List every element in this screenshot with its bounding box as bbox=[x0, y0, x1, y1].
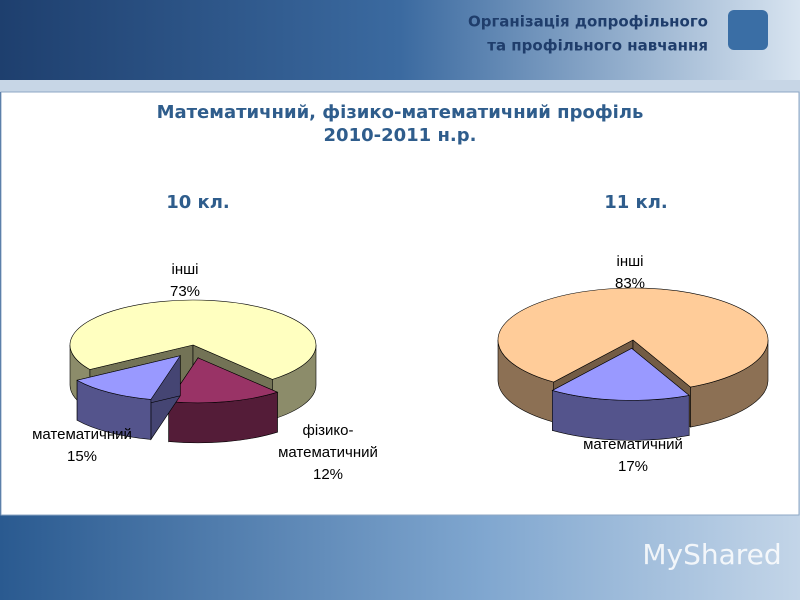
slice-top bbox=[551, 348, 690, 401]
slice-label-line: математичний bbox=[278, 444, 378, 461]
slice-label: фізико-математичний bbox=[278, 422, 378, 461]
slice-top bbox=[497, 287, 769, 388]
slice-label-line: математичний bbox=[583, 436, 683, 453]
pie-slice bbox=[551, 347, 690, 441]
chart-title: 10 кл. bbox=[166, 192, 230, 213]
pie-slice bbox=[168, 356, 279, 444]
watermark: MyShared bbox=[642, 538, 781, 571]
slice-label-line: математичний bbox=[32, 426, 132, 443]
top-band bbox=[0, 0, 800, 80]
header-title: Організація допрофільного bbox=[468, 13, 708, 31]
slice-top bbox=[76, 355, 181, 400]
slice-label: інші bbox=[617, 253, 644, 270]
logo bbox=[728, 10, 768, 50]
value-label: 15% bbox=[67, 448, 97, 465]
slice-label: інші bbox=[172, 261, 199, 278]
slice-label-line: інші bbox=[172, 261, 199, 278]
slice-label-line: фізико- bbox=[303, 422, 354, 439]
pie-slice bbox=[76, 354, 181, 441]
slice-label-line: інші bbox=[617, 253, 644, 270]
slice-label: математичний bbox=[32, 426, 132, 443]
band-edge bbox=[0, 80, 800, 92]
slice-label: математичний bbox=[583, 436, 683, 453]
value-label: 83% bbox=[615, 275, 645, 292]
value-label: 12% bbox=[313, 466, 343, 483]
chart-title: 11 кл. bbox=[604, 192, 668, 213]
slide-title: Математичний, фізико-математичний профіл… bbox=[157, 102, 644, 123]
header-title: та профільного навчання bbox=[487, 37, 708, 55]
value-label: 73% bbox=[170, 283, 200, 300]
value-label: 17% bbox=[618, 458, 648, 475]
slide-title: 2010-2011 н.р. bbox=[324, 125, 477, 146]
slice-top bbox=[69, 299, 317, 380]
